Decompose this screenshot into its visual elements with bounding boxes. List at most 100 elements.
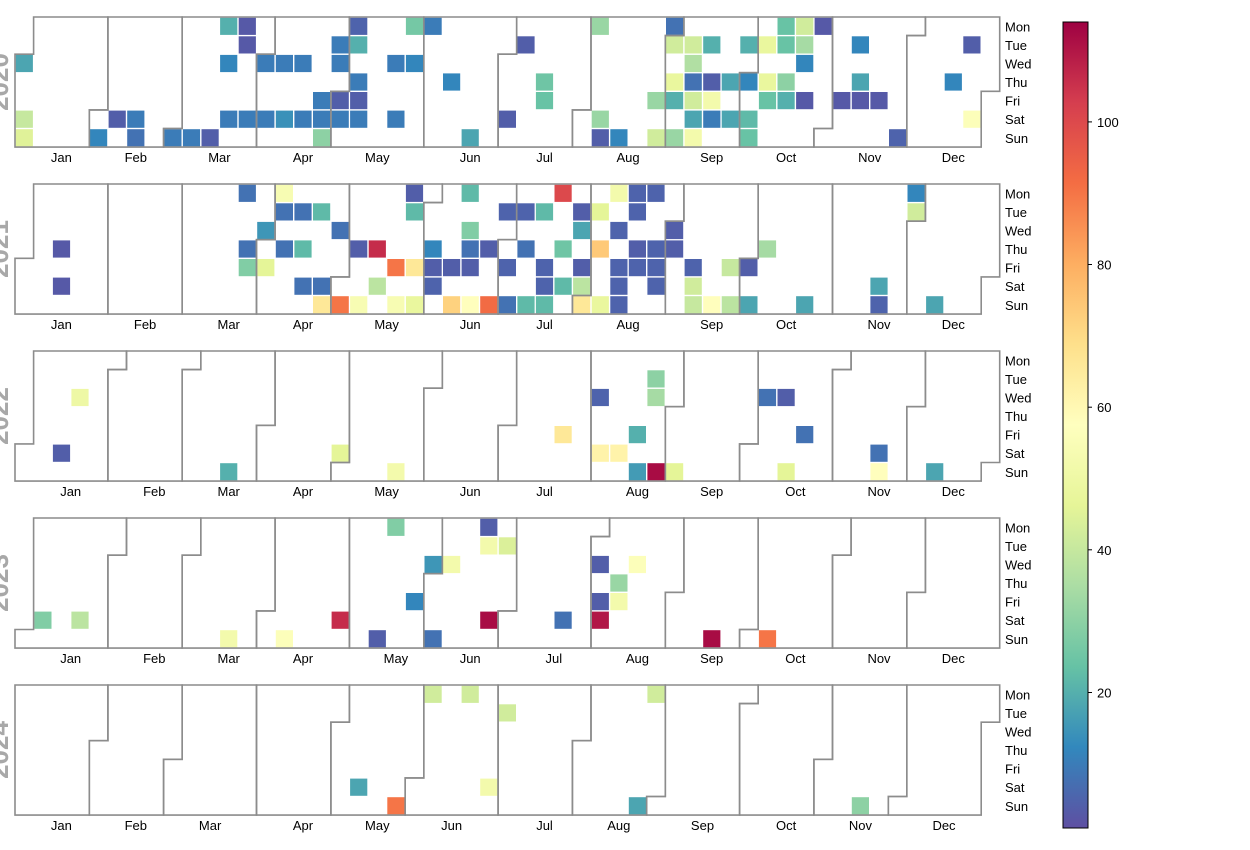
heatmap-cell (331, 444, 349, 462)
month-outline (645, 684, 760, 816)
heatmap-cell (498, 537, 516, 555)
year-label: 2022 (0, 387, 14, 445)
heatmap-cell (610, 259, 628, 277)
heatmap-cell (424, 240, 442, 258)
month-label: Mar (218, 317, 241, 332)
month-label: Sep (700, 150, 723, 165)
heatmap-cell (647, 240, 665, 258)
heatmap-cell (424, 685, 442, 703)
month-label: Mar (218, 651, 241, 666)
heatmap-cell (740, 110, 758, 128)
heatmap-cell (461, 129, 479, 147)
heatmap-cell (740, 259, 758, 277)
heatmap-cell (443, 259, 461, 277)
heatmap-cell (331, 611, 349, 629)
heatmap-cell (238, 240, 256, 258)
year-panel-2023: Jan Feb Mar Apr May Jun Jul Aug Sep Oct Nov Dec Mon T… (0, 517, 1032, 666)
heatmap-cell (610, 444, 628, 462)
weekday-label: Tue (1005, 205, 1027, 220)
heatmap-cell (108, 110, 126, 128)
month-label: Feb (143, 651, 165, 666)
heatmap-cell (405, 296, 424, 314)
heatmap-cell (591, 555, 609, 574)
heatmap-cell (703, 92, 721, 110)
heatmap-cell (15, 54, 33, 73)
heatmap-cell (294, 110, 312, 128)
heatmap-cell (554, 611, 572, 629)
weekday-label: Thu (1005, 409, 1027, 424)
heatmap-cell (443, 555, 461, 574)
heatmap-cell (870, 296, 888, 314)
month-label: Feb (125, 150, 147, 165)
year-panel-2022: Jan Feb Mar Apr May Jun Jul Aug Sep Oct Nov Dec Mon T… (0, 350, 1032, 499)
month-label: Sep (700, 651, 723, 666)
month-label: Oct (776, 317, 797, 332)
heatmap-cell (498, 110, 516, 128)
heatmap-cell (387, 54, 405, 73)
heatmap-cell (405, 203, 424, 221)
month-label: Apr (293, 484, 314, 499)
heatmap-cell (294, 54, 312, 73)
month-label: Feb (134, 317, 156, 332)
heatmap-cell (703, 110, 721, 128)
heatmap-cell (461, 240, 479, 258)
month-label: Apr (293, 818, 314, 833)
month-outline (107, 350, 202, 482)
month-outline (162, 684, 258, 816)
month-label: Sep (691, 818, 714, 833)
month-label: Nov (858, 150, 882, 165)
heatmap-cell (610, 296, 628, 314)
month-outline (905, 350, 1001, 482)
heatmap-cell (591, 611, 609, 629)
month-outline (664, 517, 760, 649)
heatmap-cell (777, 17, 795, 35)
heatmap-cell (647, 685, 665, 703)
heatmap-cell (387, 518, 405, 536)
heatmap-cell (517, 36, 535, 54)
month-label: Sep (700, 317, 723, 332)
heatmap-cell (350, 296, 368, 314)
month-label: Jul (545, 651, 562, 666)
month-label: Mar (199, 818, 222, 833)
heatmap-cell (257, 54, 275, 73)
heatmap-cell (498, 259, 516, 277)
month-label: Jan (51, 150, 72, 165)
heatmap-cell (52, 240, 71, 258)
month-outline (404, 684, 499, 816)
month-label: Jan (60, 484, 81, 499)
weekday-label: Wed (1005, 390, 1032, 405)
heatmap-cell (313, 129, 331, 147)
heatmap-cell (331, 296, 349, 314)
heatmap-cell (535, 296, 554, 314)
heatmap-cell (498, 203, 516, 221)
month-outline (181, 183, 276, 315)
heatmap-cell (851, 36, 869, 54)
heatmap-cell (461, 259, 479, 277)
heatmap-cell (628, 240, 646, 258)
heatmap-cell (220, 17, 238, 35)
heatmap-cell (944, 73, 962, 91)
heatmap-cell (554, 184, 572, 202)
heatmap-cell (257, 259, 275, 277)
heatmap-cell (721, 110, 739, 128)
heatmap-cell (573, 221, 591, 240)
heatmap-cell (926, 463, 944, 481)
heatmap-cell (591, 17, 609, 35)
heatmap-cell (740, 73, 758, 91)
heatmap-cell (591, 388, 609, 407)
heatmap-cell (52, 444, 71, 462)
weekday-label: Sun (1005, 465, 1028, 480)
month-label: Aug (607, 818, 630, 833)
heatmap-cell (907, 203, 925, 221)
month-label: Jan (60, 651, 81, 666)
month-outline (887, 684, 1001, 816)
month-label: Nov (849, 818, 873, 833)
heatmap-cell (870, 92, 888, 110)
month-label: Oct (776, 818, 797, 833)
month-outline (738, 350, 852, 482)
heatmap-cell (554, 277, 572, 295)
heatmap-cell (703, 36, 721, 54)
heatmap-cell (666, 92, 684, 110)
heatmap-cell (647, 184, 665, 202)
heatmap-cell (350, 240, 368, 258)
